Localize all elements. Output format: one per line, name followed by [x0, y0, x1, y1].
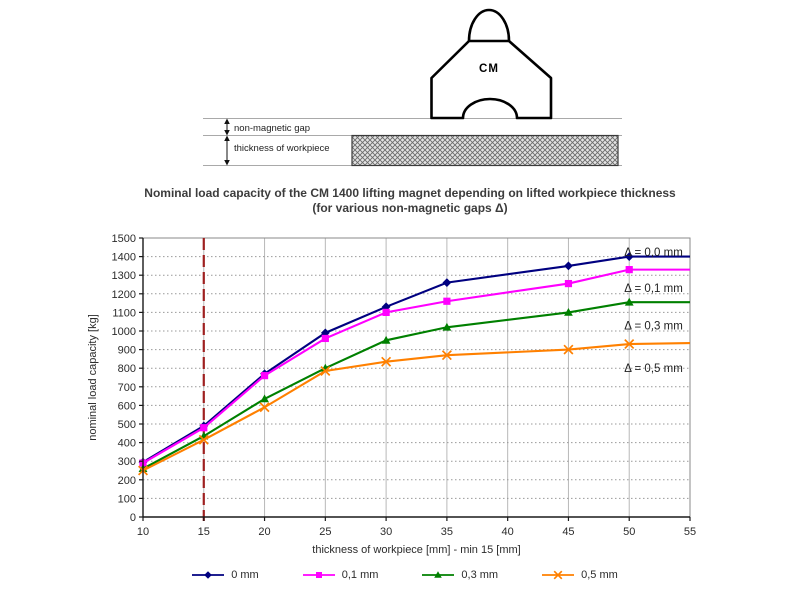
square-marker [382, 308, 390, 316]
magnet-diagram: non-magnetic gap thickness of workpiece … [203, 8, 622, 167]
y-tick-labels: 0 100 200 300 400 500 600 700 800 900 1000 1100 1200… [112, 233, 143, 524]
svg-text:1000: 1000 [112, 326, 136, 338]
svg-text:45: 45 [562, 526, 574, 538]
svg-text:0: 0 [130, 512, 136, 524]
svg-text:200: 200 [118, 475, 136, 487]
svg-text:900: 900 [118, 345, 136, 357]
svg-text:35: 35 [441, 526, 453, 538]
chart-title-line1: Nominal load capacity of the CM 1400 lif… [144, 186, 676, 200]
x-marker [441, 350, 452, 361]
square-marker [564, 279, 573, 288]
svg-text:600: 600 [118, 400, 136, 412]
triangle-marker [564, 308, 573, 316]
x-axis-label: thickness of workpiece [mm] - min 15 [mm… [312, 544, 520, 556]
svg-text:10: 10 [137, 526, 149, 538]
magnet-label: CM [479, 63, 499, 75]
x-marker [198, 434, 209, 445]
x-tick-labels: 10 15 20 25 30 35 40 45 50 55 [137, 517, 696, 538]
svg-text:1100: 1100 [112, 307, 136, 319]
x-marker [259, 402, 270, 413]
chart-title-line2: (for various non-magnetic gaps Δ) [312, 201, 508, 215]
y-axis-label: nominal load capacity [kg] [87, 314, 99, 441]
svg-text:400: 400 [118, 438, 136, 450]
triangle-marker [260, 394, 269, 403]
x-marker [381, 356, 392, 367]
svg-text:50: 50 [623, 526, 635, 538]
legend-item-0-1-mm: 0,1 mm [302, 569, 379, 581]
square-marker [443, 297, 451, 305]
legend-label: 0,1 mm [341, 569, 379, 581]
svg-text:1200: 1200 [112, 289, 136, 301]
x-marker [624, 339, 635, 350]
triangle-marker [434, 571, 443, 578]
svg-text:300: 300 [118, 456, 136, 468]
series-line [142, 268, 690, 464]
square-marker [321, 334, 329, 343]
series-annotation-3: Δ = 0,5 mm [624, 363, 683, 375]
load-capacity-chart: Δ = 0,0 mm Δ = 0,1 mm Δ = 0,3 mm Δ = 0,5 mm… [87, 233, 696, 556]
svg-text:15: 15 [198, 526, 210, 538]
plot-frame [142, 237, 691, 518]
diamond-marker [442, 278, 452, 288]
svg-text:500: 500 [118, 419, 136, 431]
square-marker [625, 266, 633, 274]
legend-label: 0 mm [231, 569, 259, 581]
triangle-marker [381, 335, 391, 344]
legend-key-icon [542, 570, 575, 580]
gap-label: non-magnetic gap [234, 123, 310, 134]
magnet-shape: CM [430, 8, 553, 120]
series-annotation-1: Δ = 0,1 mm [624, 283, 683, 295]
svg-text:1300: 1300 [112, 270, 136, 282]
legend-item-0-3-mm: 0,3 mm [422, 569, 498, 581]
svg-text:30: 30 [380, 526, 392, 538]
svg-text:100: 100 [118, 493, 136, 505]
svg-text:1400: 1400 [112, 252, 136, 264]
horizontal-gridlines [143, 256, 690, 499]
triangle-marker [442, 322, 452, 331]
square-marker [315, 572, 322, 578]
gap-dimension-arrow [224, 118, 230, 136]
legend-key-icon [192, 571, 225, 579]
diamond-marker [624, 252, 634, 261]
chart-title: Nominal load capacity of the CM 1400 lif… [0, 186, 800, 216]
svg-text:700: 700 [118, 382, 136, 394]
series-0-3-mm [138, 297, 690, 473]
svg-text:25: 25 [319, 526, 331, 538]
square-marker [200, 424, 208, 432]
x-marker [553, 570, 563, 580]
diamond-marker [204, 571, 213, 579]
workpiece-block [351, 134, 619, 167]
legend-item-0-mm: 0 mm [192, 569, 259, 581]
diamond-marker [564, 261, 573, 271]
chart-legend: 0 mm 0,1 mm 0,3 mm 0,5 mm [0, 569, 800, 581]
x-marker [320, 365, 331, 376]
legend-key-icon [422, 571, 455, 578]
legend-item-0-5-mm: 0,5 mm [542, 569, 618, 581]
workpiece-label: thickness of workpiece [234, 143, 330, 154]
x-marker [563, 344, 574, 355]
triangle-marker [624, 297, 634, 306]
legend-label: 0,5 mm [581, 569, 618, 581]
svg-text:20: 20 [258, 526, 270, 538]
series-annotation-0: Δ = 0,0 mm [624, 247, 683, 259]
series-line [142, 301, 690, 470]
square-marker [260, 372, 269, 380]
svg-text:800: 800 [118, 363, 136, 375]
svg-text:55: 55 [684, 526, 696, 538]
svg-text:1500: 1500 [112, 233, 136, 245]
svg-text:40: 40 [502, 526, 514, 538]
series-annotation-2: Δ = 0,3 mm [624, 320, 683, 332]
thickness-dimension-arrow [224, 135, 230, 166]
legend-label: 0,3 mm [461, 569, 499, 581]
legend-key-icon [302, 572, 335, 578]
series-0-5-mm [137, 339, 691, 476]
